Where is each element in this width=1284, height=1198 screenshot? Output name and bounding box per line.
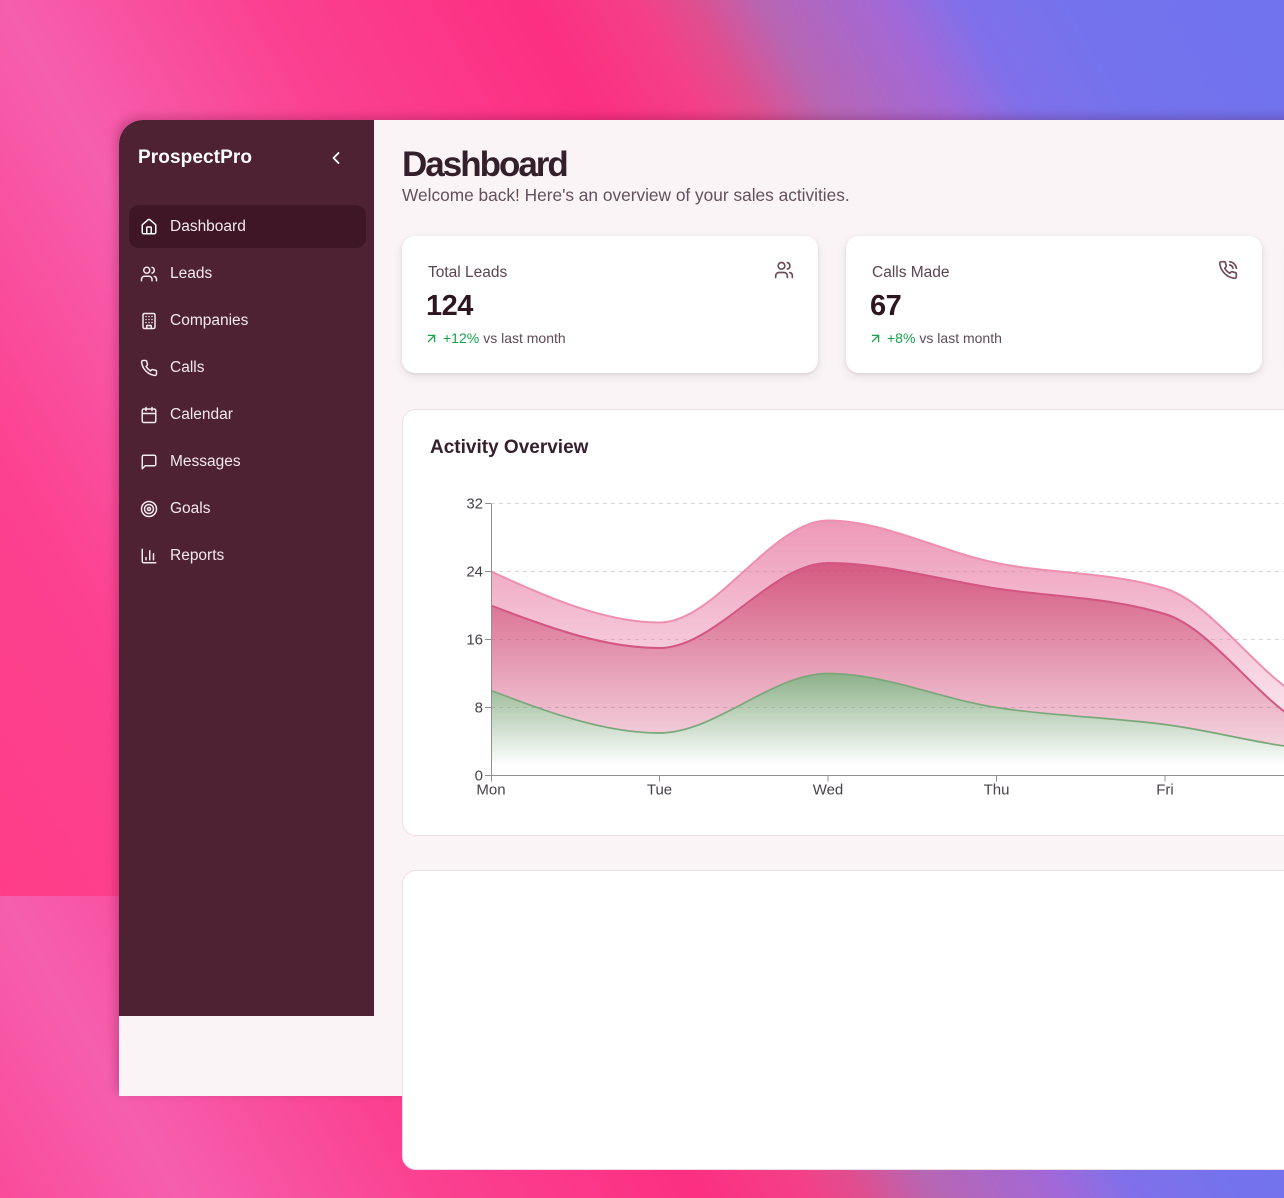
svg-text:32: 32 (466, 496, 483, 513)
svg-text:0: 0 (475, 768, 483, 785)
svg-text:Tue: Tue (647, 782, 672, 799)
svg-text:8: 8 (475, 700, 483, 717)
svg-text:16: 16 (466, 632, 483, 649)
svg-text:Fri: Fri (1156, 782, 1174, 799)
svg-text:Mon: Mon (476, 782, 505, 799)
svg-text:Thu: Thu (984, 782, 1010, 799)
svg-text:Wed: Wed (813, 782, 844, 799)
svg-text:24: 24 (466, 564, 483, 581)
